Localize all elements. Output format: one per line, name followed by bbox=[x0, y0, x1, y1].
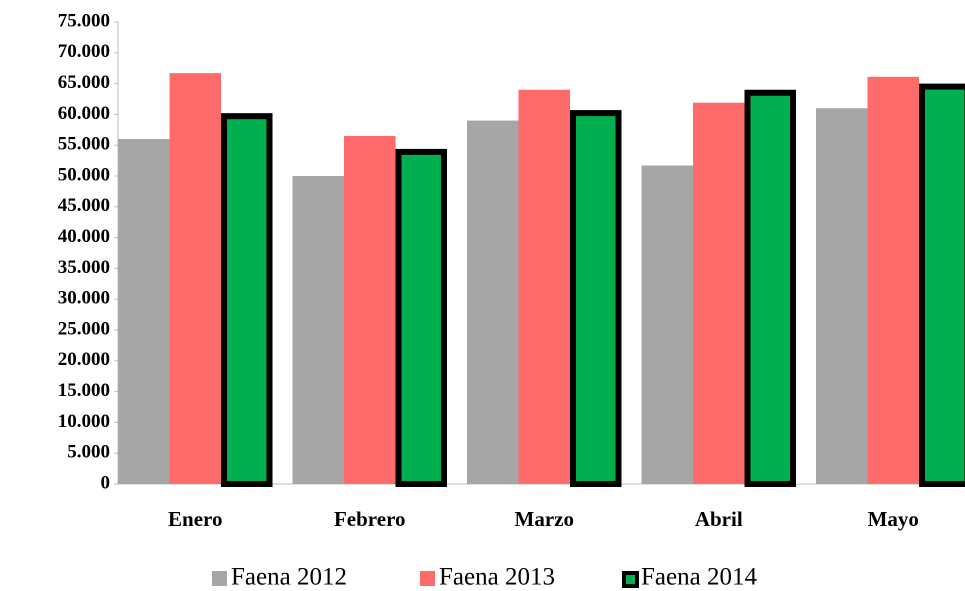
bar bbox=[518, 89, 570, 484]
bar bbox=[744, 89, 796, 487]
legend-label: Faena 2012 bbox=[231, 564, 347, 591]
bar bbox=[816, 108, 868, 485]
bar bbox=[919, 83, 965, 487]
bar bbox=[169, 73, 221, 485]
legend-label: Faena 2013 bbox=[439, 564, 555, 591]
x-tick-label: Marzo bbox=[515, 507, 574, 531]
legend-marker bbox=[212, 571, 227, 586]
y-tick-label: 0 bbox=[101, 472, 111, 493]
y-tick-label: 45.000 bbox=[58, 195, 110, 216]
x-tick-label: Enero bbox=[168, 507, 222, 531]
bar bbox=[221, 113, 273, 487]
y-tick-label: 65.000 bbox=[58, 72, 110, 93]
bar bbox=[292, 176, 344, 484]
y-tick-label: 25.000 bbox=[58, 318, 110, 339]
legend-marker bbox=[420, 571, 435, 586]
y-tick-label: 35.000 bbox=[58, 257, 110, 278]
bar bbox=[570, 110, 622, 487]
y-tick-label: 60.000 bbox=[58, 103, 110, 124]
bar bbox=[693, 102, 745, 485]
bar bbox=[344, 135, 396, 484]
y-tick-label: 10.000 bbox=[58, 411, 110, 432]
legend-marker bbox=[622, 571, 639, 588]
y-tick-label: 70.000 bbox=[58, 41, 110, 62]
legend-label: Faena 2014 bbox=[641, 564, 757, 591]
y-tick-label: 5.000 bbox=[67, 442, 110, 463]
y-tick-label: 40.000 bbox=[58, 226, 110, 247]
bar bbox=[867, 76, 919, 484]
x-tick-label: Mayo bbox=[868, 507, 919, 531]
x-tick-label: Abril bbox=[695, 507, 743, 531]
y-tick-label: 50.000 bbox=[58, 164, 110, 185]
bar bbox=[641, 165, 693, 484]
y-tick-label: 15.000 bbox=[58, 380, 110, 401]
bar bbox=[467, 120, 519, 484]
y-tick-label: 55.000 bbox=[58, 134, 110, 155]
bar bbox=[118, 139, 170, 485]
y-tick-label: 75.000 bbox=[58, 10, 110, 31]
y-tick-label: 30.000 bbox=[58, 288, 110, 309]
bar bbox=[395, 148, 447, 487]
y-tick-label: 20.000 bbox=[58, 349, 110, 370]
x-tick-label: Febrero bbox=[334, 507, 406, 531]
